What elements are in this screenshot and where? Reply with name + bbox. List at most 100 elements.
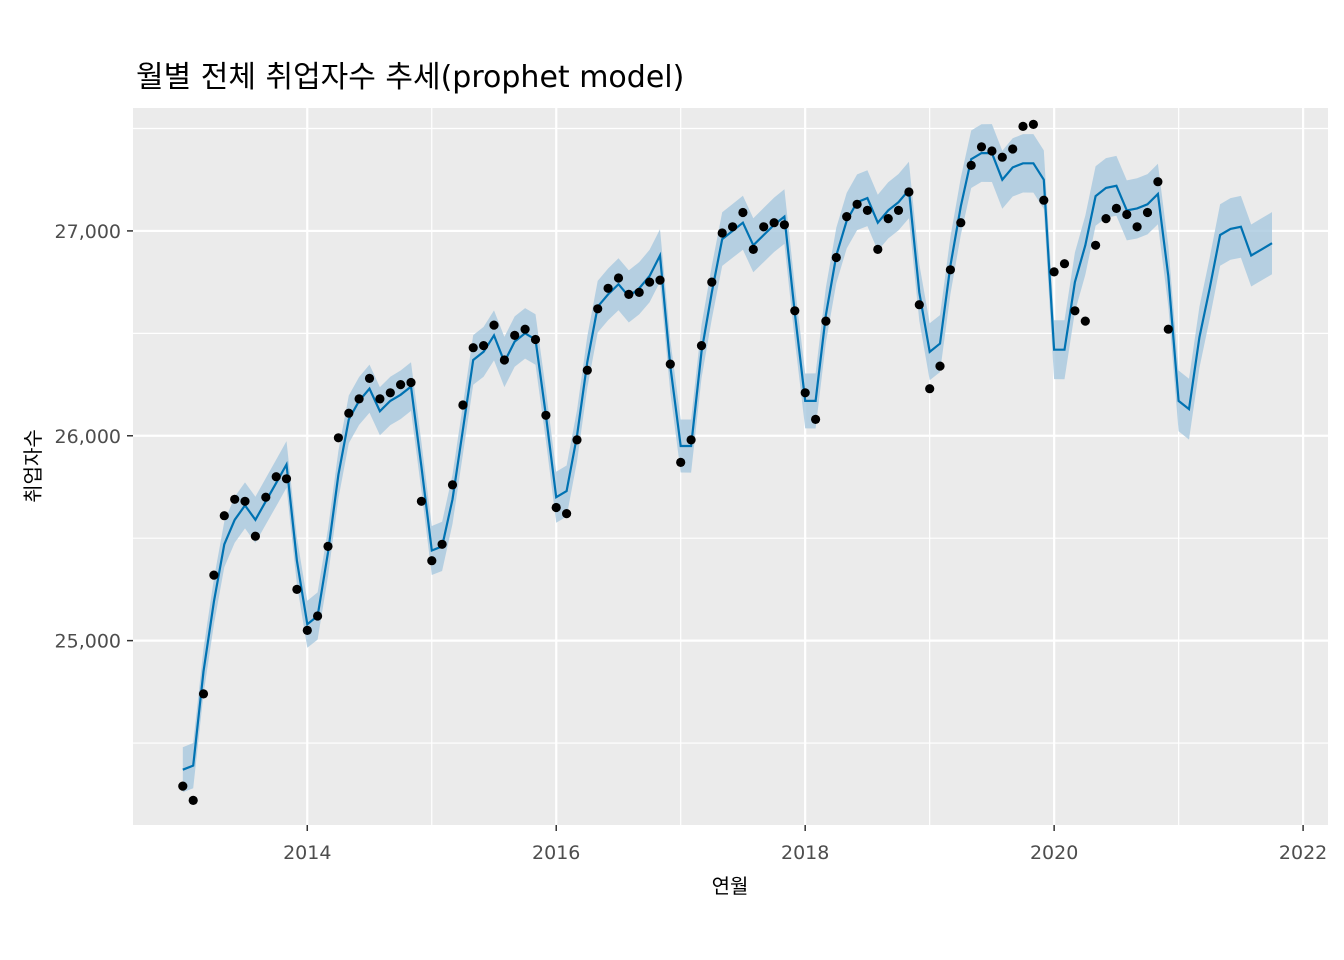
data-point: [219, 511, 229, 521]
data-point: [738, 207, 748, 218]
data-point: [292, 584, 302, 595]
data-point: [769, 218, 779, 228]
data-point: [696, 341, 707, 351]
data-point: [1008, 144, 1018, 154]
major-gridlines: [133, 108, 1328, 825]
data-point: [541, 410, 551, 420]
data-point: [655, 275, 665, 285]
data-point: [935, 361, 945, 371]
uncertainty-band-layer: [182, 124, 1272, 793]
x-tick-label: 2016: [532, 842, 580, 864]
data-point: [945, 265, 956, 275]
data-point: [198, 689, 209, 699]
y-axis-title: 취업자수: [21, 429, 45, 503]
data-point: [250, 531, 260, 541]
data-point: [344, 408, 354, 418]
data-point: [240, 496, 250, 506]
data-point: [634, 287, 644, 297]
data-point: [759, 222, 769, 232]
y-tick-label: 27,000: [55, 221, 121, 243]
data-point: [209, 570, 219, 580]
data-point: [800, 388, 810, 398]
data-point: [645, 277, 655, 287]
y-tick-label: 25,000: [55, 631, 121, 653]
x-tick-label: 2020: [1030, 842, 1078, 864]
data-point: [1142, 207, 1153, 218]
data-point: [354, 394, 364, 404]
data-point: [925, 384, 935, 394]
data-point: [437, 539, 447, 549]
data-point: [811, 414, 821, 424]
data-point: [790, 306, 800, 316]
data-point: [1049, 267, 1059, 277]
data-point: [572, 435, 582, 445]
data-point: [966, 160, 976, 170]
data-point: [707, 277, 717, 287]
data-point: [1122, 209, 1132, 220]
forecast-line-layer: [182, 152, 1273, 771]
data-point: [468, 343, 478, 353]
data-point: [883, 214, 893, 224]
data-point: [821, 316, 831, 326]
data-point: [904, 187, 914, 197]
data-point: [447, 480, 458, 490]
data-point: [728, 222, 738, 232]
data-point: [624, 289, 634, 299]
data-point: [281, 474, 292, 484]
x-tick-label: 2014: [283, 842, 331, 864]
data-point: [271, 472, 281, 482]
data-point: [873, 244, 883, 254]
data-point: [1091, 240, 1101, 250]
data-point: [987, 146, 997, 156]
data-point: [178, 781, 188, 791]
data-point: [499, 355, 509, 365]
data-point: [1080, 316, 1090, 326]
data-point: [520, 324, 530, 334]
data-point: [1153, 177, 1163, 187]
data-point: [313, 611, 323, 621]
data-point: [603, 283, 613, 293]
x-axis: 2014 2016 2018 2020 2022: [283, 825, 1327, 864]
forecast-line: [182, 152, 1273, 771]
data-point: [385, 388, 395, 398]
y-axis: 25,000 26,000 27,000: [55, 221, 133, 653]
data-point: [665, 359, 675, 369]
data-point: [396, 380, 406, 390]
data-point: [914, 300, 924, 310]
data-point: [1132, 222, 1142, 232]
data-point: [593, 304, 603, 314]
data-point: [1101, 214, 1111, 224]
data-point: [976, 142, 987, 152]
chart-title: 월별 전체 취업자수 추세(prophet model): [136, 60, 684, 95]
data-point: [302, 625, 312, 636]
data-point: [1018, 121, 1028, 131]
data-point: [613, 273, 624, 283]
data-point: [188, 795, 198, 806]
data-point: [1111, 203, 1121, 213]
data-point: [779, 220, 790, 230]
x-axis-title: 연월: [712, 874, 749, 898]
data-point: [1039, 195, 1049, 205]
data-point: [479, 341, 489, 351]
data-point: [676, 457, 686, 467]
data-point: [1163, 324, 1173, 334]
data-point: [1070, 306, 1080, 316]
x-tick-label: 2022: [1279, 842, 1327, 864]
data-point: [230, 494, 240, 504]
data-point: [748, 244, 758, 254]
data-point: [1028, 119, 1038, 129]
data-point: [427, 556, 437, 566]
data-point: [717, 228, 727, 238]
data-point: [862, 205, 873, 215]
data-point: [333, 433, 343, 443]
x-tick-label: 2018: [781, 842, 829, 864]
data-point: [1059, 259, 1070, 269]
data-point: [416, 496, 426, 506]
data-point: [852, 199, 862, 209]
data-point: [458, 400, 468, 410]
data-point: [956, 218, 966, 228]
uncertainty-band: [182, 124, 1272, 793]
data-point: [831, 252, 841, 263]
data-point: [375, 394, 385, 404]
